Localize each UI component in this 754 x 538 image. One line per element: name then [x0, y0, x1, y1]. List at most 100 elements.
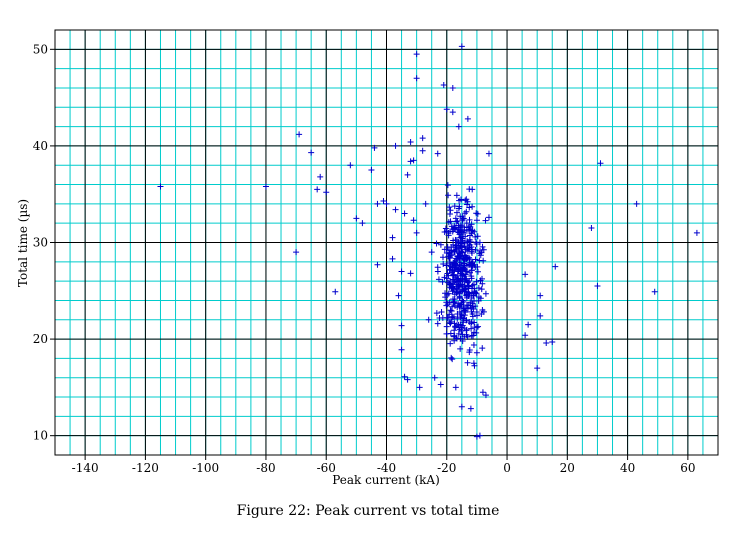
data-point: [459, 281, 466, 288]
data-point: [479, 280, 486, 287]
data-point: [460, 319, 467, 326]
data-point: [462, 285, 469, 292]
data-point: [458, 233, 465, 240]
data-point: [438, 309, 445, 316]
data-point: [446, 319, 453, 326]
data-point: [467, 269, 474, 276]
data-point: [549, 338, 556, 345]
data-point: [450, 259, 457, 266]
data-point: [451, 203, 458, 210]
data-point: [452, 215, 459, 222]
data-point: [466, 256, 473, 263]
data-point: [466, 216, 473, 223]
data-point: [454, 256, 461, 263]
data-point: [472, 256, 479, 263]
x-tick-label: 0: [503, 461, 511, 475]
data-point: [464, 248, 471, 255]
data-point: [467, 223, 474, 230]
data-point: [467, 405, 474, 412]
data-point: [428, 249, 435, 256]
data-point: [455, 222, 462, 229]
data-point: [460, 255, 467, 262]
data-point: [451, 320, 458, 327]
data-point: [407, 270, 414, 277]
data-point: [395, 292, 402, 299]
data-point: [443, 106, 450, 113]
data-point: [470, 332, 477, 339]
data-point: [457, 239, 464, 246]
data-point: [468, 260, 475, 267]
data-point: [451, 327, 458, 334]
data-point: [479, 243, 486, 250]
data-point: [446, 311, 453, 318]
data-point: [465, 245, 472, 252]
data-point: [468, 221, 475, 228]
data-point: [374, 200, 381, 207]
data-point: [443, 262, 450, 269]
data-point: [452, 384, 459, 391]
data-point: [479, 307, 486, 314]
data-point: [471, 329, 478, 336]
data-point: [434, 320, 441, 327]
data-point: [404, 171, 411, 178]
x-tick-label: -120: [132, 461, 159, 475]
data-point: [440, 261, 447, 268]
data-point: [463, 327, 470, 334]
data-point: [425, 316, 432, 323]
data-point: [410, 217, 417, 224]
data-point: [444, 182, 451, 189]
data-point: [458, 311, 465, 318]
x-tick-label: 40: [620, 461, 635, 475]
data-point: [482, 290, 489, 297]
data-point: [262, 183, 269, 190]
data-point: [454, 267, 461, 273]
data-point: [473, 210, 480, 217]
data-point: [392, 142, 399, 149]
data-point: [431, 374, 438, 381]
data-point: [434, 150, 441, 157]
data-point: [457, 213, 464, 220]
data-point: [446, 255, 453, 262]
data-point: [461, 305, 468, 312]
data-point: [468, 304, 475, 311]
data-point: [633, 200, 640, 207]
data-point: [588, 225, 595, 232]
data-point: [461, 243, 468, 250]
data-point: [459, 217, 466, 224]
data-point: [374, 261, 381, 268]
data-point: [447, 281, 454, 288]
data-point: [449, 84, 456, 91]
data-point: [401, 210, 408, 217]
data-point: [461, 333, 468, 340]
data-point: [446, 204, 453, 211]
data-point: [449, 268, 456, 275]
major-grid: [55, 30, 718, 455]
data-point: [456, 304, 463, 311]
data-point: [459, 268, 466, 275]
data-point: [449, 285, 456, 292]
data-point: [460, 298, 467, 305]
data-point: [478, 286, 485, 293]
x-axis-ticks: -140 -120 -100 -80 -60 -40 -20 0 20 40 60: [72, 455, 696, 475]
data-point: [470, 341, 477, 348]
data-point: [455, 321, 462, 328]
data-point: [464, 359, 471, 366]
data-point: [466, 204, 473, 211]
data-point: [453, 192, 460, 199]
data-point: [455, 282, 462, 289]
data-point: [347, 162, 354, 169]
data-point: [332, 288, 339, 295]
data-point: [485, 214, 492, 221]
data-point: [469, 203, 476, 210]
data-point: [468, 249, 475, 256]
data-point: [460, 255, 467, 262]
data-point: [450, 286, 457, 293]
data-point: [473, 290, 480, 297]
data-point: [458, 43, 465, 50]
data-point: [401, 373, 408, 380]
data-point: [455, 242, 462, 249]
data-point: [464, 201, 471, 208]
data-point: [449, 109, 456, 116]
data-point: [473, 349, 480, 356]
data-point: [474, 263, 481, 270]
